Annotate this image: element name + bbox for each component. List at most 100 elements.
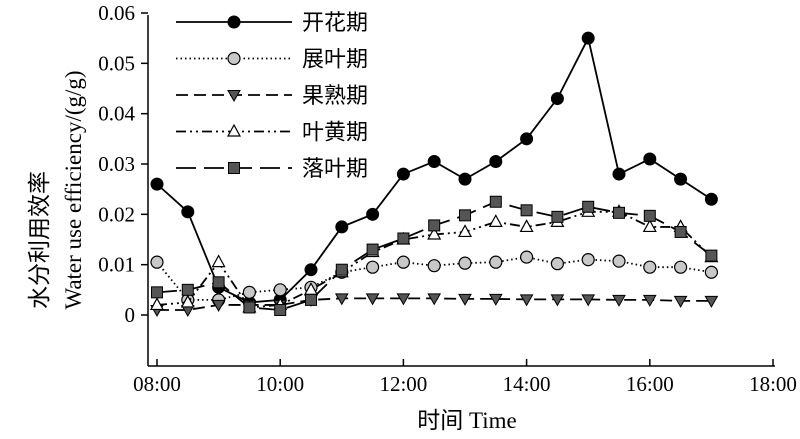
data-point [459,209,471,222]
data-point [457,224,473,238]
data-point [612,167,626,181]
data-point [704,192,718,206]
data-point [612,254,626,268]
x-tick-label: 10:00 [256,372,304,396]
data-point [149,297,165,311]
data-point [334,293,349,306]
data-point [427,154,441,168]
data-point [427,293,442,306]
data-point [643,260,657,274]
data-point [643,209,656,222]
data-point [520,132,534,146]
x-tick-label: 18:00 [749,372,797,396]
y-tick-label: 0.03 [98,152,135,176]
x-axis-title: 时间 Time [417,408,516,433]
data-point [642,294,657,307]
data-point [366,207,380,221]
data-point [520,204,533,217]
legend-item-3: 果熟期 [176,84,368,109]
data-point [489,195,502,208]
series-5 [151,195,718,316]
data-point [181,283,194,296]
data-point [582,200,595,213]
data-point [273,283,287,297]
series-layer [149,31,719,317]
data-point [274,303,287,316]
legend-item-4: 叶黄期 [176,121,368,146]
legend-marker [227,51,241,66]
data-point [335,220,349,234]
data-point [519,294,534,307]
data-point [305,293,317,306]
data-point [180,294,195,308]
data-point [673,260,688,274]
data-point [704,265,719,279]
data-point [242,285,256,299]
y-axis-title-en: Water use efficiency/(g/g) [61,70,86,309]
data-point [366,260,380,274]
data-point [458,256,472,270]
y-axis-title-cn: 水分利用效率 [27,171,52,309]
data-point [673,295,688,308]
data-point [489,255,503,269]
data-point [550,92,564,106]
legend-label: 叶黄期 [302,121,368,146]
legend-marker [228,162,240,174]
data-point [519,219,534,233]
data-point [304,263,318,277]
data-point [366,243,379,256]
data-point [427,259,441,273]
data-point [488,293,503,306]
data-point [550,294,565,307]
data-point [396,255,410,269]
data-point [458,293,472,306]
data-point [458,172,472,186]
data-point [705,249,718,262]
data-point [519,250,534,264]
data-point [643,152,657,166]
y-tick-label: 0.02 [98,202,135,226]
series-2 [150,250,719,307]
data-point [551,210,564,223]
data-point [181,205,195,219]
data-point [427,226,442,240]
y-tick-label: 0.05 [98,51,135,75]
data-point [397,232,410,245]
y-axis-title: 水分利用效率 Water use efficiency/(g/g) [27,70,86,309]
x-tick-label: 12:00 [379,372,427,396]
x-tick-label: 14:00 [503,372,551,396]
legend-label: 果熟期 [302,84,368,109]
data-point [613,206,625,219]
y-ticks: 0 0.01 0.02 0.03 0.04 0.05 0.06 [98,1,148,327]
data-point [489,154,503,168]
data-point [581,253,595,267]
legend-label: 开花期 [302,11,368,36]
data-point [150,177,164,191]
data-point [211,254,226,268]
data-point [396,293,411,306]
data-point [150,255,164,269]
data-point [674,172,688,186]
data-point [212,276,225,289]
legend-label: 落叶期 [302,157,368,182]
data-point [211,299,226,312]
legend-marker [227,15,241,29]
plot-area: 0 0.01 0.02 0.03 0.04 0.05 0.06 08:00 10:00 12:0… [98,1,797,396]
data-point [151,286,163,299]
y-tick-label: 0.06 [98,1,135,25]
legend-item-5: 落叶期 [176,157,368,182]
data-point [488,214,503,227]
data-point [550,257,565,271]
data-point [581,294,596,307]
x-tick-label: 16:00 [626,372,674,396]
y-tick-label: 0 [125,303,136,327]
y-tick-label: 0.04 [98,102,135,126]
data-point [243,301,256,314]
legend-label: 展叶期 [302,48,368,73]
data-point [642,219,657,233]
data-point [612,294,626,307]
data-point [396,167,410,181]
legend-item-1: 开花期 [176,11,368,36]
